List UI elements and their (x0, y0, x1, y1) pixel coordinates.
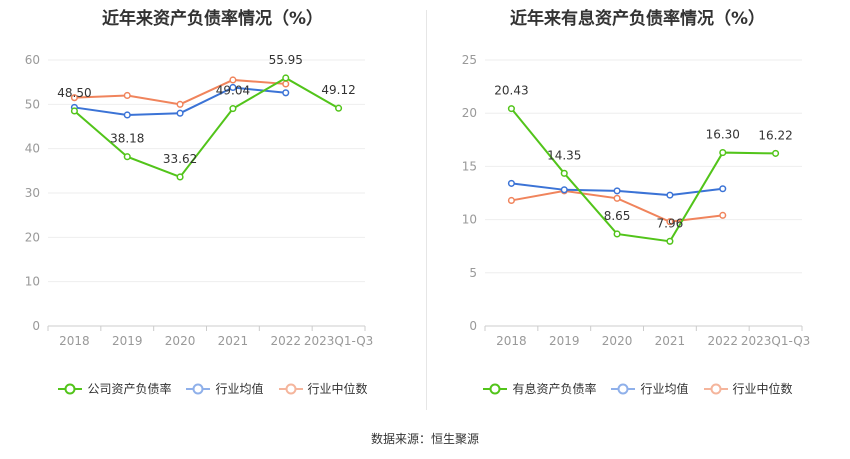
data-label: 33.62 (163, 152, 197, 166)
y-tick-label: 15 (462, 159, 477, 173)
legend-label: 行业均值 (640, 382, 689, 396)
legend-item-industry-median[interactable]: 行业中位数 (278, 380, 368, 397)
series-company-point (123, 153, 131, 161)
series-company-point (176, 173, 184, 181)
x-tick-label: 2018 (496, 334, 527, 348)
data-label: 8.65 (604, 209, 631, 223)
legend-item-industry-median[interactable]: 行业中位数 (703, 380, 793, 397)
x-tick-label: 2021 (655, 334, 686, 348)
x-tick-label: 2019 (112, 334, 143, 348)
series-industry-mean-point (176, 109, 184, 117)
series-company-point (772, 149, 780, 157)
series-industry-mean-point (666, 191, 674, 199)
x-tick-label: 2022 (707, 334, 738, 348)
chart-title: 近年来有息资产负债率情况（%） (509, 9, 766, 29)
series-company-point (719, 149, 727, 157)
series-company-point (335, 104, 343, 112)
y-tick-label: 5 (469, 266, 477, 280)
series-industry-mean-point (719, 185, 727, 193)
y-tick-label: 30 (25, 186, 40, 200)
series-industry-median-point (176, 100, 184, 108)
data-label: 49.04 (216, 84, 250, 98)
data-label: 49.12 (321, 83, 355, 97)
y-tick-label: 25 (462, 53, 477, 67)
x-tick-label: 2020 (165, 334, 196, 348)
series-company-line (510, 107, 776, 243)
series-company-point (70, 107, 78, 115)
legend-marker-icon (483, 383, 508, 394)
data-source: 数据来源：恒生聚源 (370, 432, 479, 446)
data-label: 16.30 (706, 128, 740, 142)
x-tick-label: 2019 (549, 334, 580, 348)
legend-item-interest-bearing[interactable]: 有息资产负债率 (482, 380, 596, 397)
data-label: 38.18 (110, 132, 144, 146)
data-label: 14.35 (547, 148, 581, 162)
legend-label: 有息资产负债率 (512, 382, 597, 396)
data-label: 48.50 (57, 86, 91, 100)
series-company-point (666, 237, 674, 245)
legend-marker-icon (278, 383, 303, 394)
chart-title: 近年来资产负债率情况（%） (101, 9, 324, 29)
series-industry-median-point (123, 91, 131, 100)
series-company-point (507, 105, 515, 113)
legend-item-company[interactable]: 公司资产负债率 (57, 380, 171, 397)
series-industry-median-point (719, 211, 727, 219)
y-tick-label: 50 (25, 97, 40, 111)
chart-left: 近年来资产负债率情况（%） 0 10 20 30 40 50 60 2018 2019 2020 2… (0, 0, 425, 420)
series-company-point (613, 230, 621, 238)
y-tick-label: 0 (32, 319, 40, 333)
series-company-line (73, 76, 340, 179)
series-company-point (229, 105, 237, 113)
x-tick-label: 2023Q1-Q3 (304, 334, 373, 348)
series-industry-median-point (70, 94, 78, 102)
series-industry-mean-point (123, 111, 131, 119)
y-tick-label: 10 (462, 213, 477, 227)
data-label: 7.96 (657, 216, 684, 230)
series-industry-median-point (229, 76, 237, 84)
series-industry-mean-point (507, 179, 515, 187)
y-tick-label: 20 (462, 106, 477, 120)
legend-marker-icon (58, 383, 83, 394)
legend-label: 公司资产负债率 (87, 382, 172, 396)
series-industry-median-line (74, 78, 286, 106)
legend: 公司资产负债率 行业均值 行业中位数 (0, 380, 425, 397)
series-industry-median-point (507, 196, 515, 204)
series-industry-mean-point (229, 83, 237, 92)
y-tick-label: 60 (25, 53, 40, 67)
y-tick-label: 20 (25, 230, 40, 244)
x-tick-label: 2018 (59, 334, 90, 348)
series-industry-median-point (282, 80, 290, 88)
chart-plot-left: 0 10 20 30 40 50 60 2018 2019 2020 2021 2022 2023Q1-… (25, 53, 374, 348)
legend-label: 行业中位数 (307, 382, 368, 396)
data-label: 20.43 (494, 84, 528, 98)
series-company-point (560, 169, 568, 177)
legend-item-industry-mean[interactable]: 行业均值 (610, 380, 689, 397)
x-tick-label: 2021 (218, 334, 249, 348)
y-tick-label: 40 (25, 142, 40, 156)
legend-item-industry-mean[interactable]: 行业均值 (185, 380, 264, 397)
legend-label: 行业中位数 (732, 382, 793, 396)
data-label: 16.22 (758, 128, 792, 142)
y-tick-label: 0 (469, 319, 477, 333)
series-company-point (282, 74, 290, 82)
x-tick-label: 2023Q1-Q3 (741, 334, 810, 348)
y-tick-label: 10 (25, 275, 40, 289)
series-industry-mean-point (613, 187, 621, 195)
legend-marker-icon (611, 383, 636, 394)
x-tick-label: 2020 (602, 334, 633, 348)
series-industry-median-point (613, 194, 621, 202)
chart-plot-right: 0 5 10 15 20 25 2018 2019 2020 2021 2022 2023Q1-Q3 2… (462, 53, 811, 348)
series-industry-median-point (666, 218, 674, 226)
legend-marker-icon (703, 383, 728, 394)
x-tick-label: 2022 (270, 334, 301, 348)
series-industry-mean-point (560, 186, 568, 194)
data-label: 55.95 (269, 53, 303, 67)
chart-right: 近年来有息资产负债率情况（%） 0 5 10 15 20 25 2018 2019 2020 20… (425, 0, 850, 420)
legend: 有息资产负债率 行业均值 行业中位数 (425, 380, 850, 397)
legend-label: 行业均值 (215, 382, 264, 396)
legend-marker-icon (186, 383, 211, 394)
series-industry-mean-point (282, 89, 290, 97)
panel-divider (426, 10, 427, 410)
